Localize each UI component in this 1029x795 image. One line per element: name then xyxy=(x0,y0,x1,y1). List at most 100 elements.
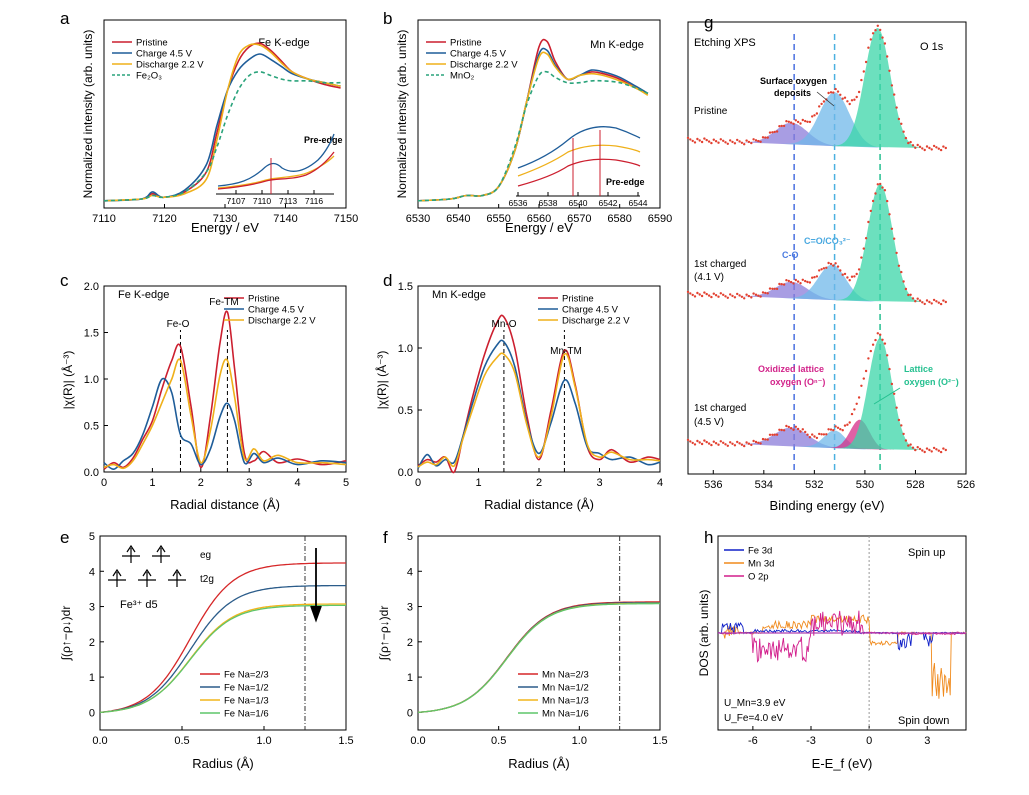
xps-data-point xyxy=(907,444,910,447)
xps-data-point xyxy=(736,138,739,142)
panel-b-inset-title: Pre-edge xyxy=(606,177,645,187)
xps-data-point xyxy=(871,199,875,203)
xps-data-point xyxy=(923,302,926,306)
y-tick-label: 0.5 xyxy=(84,421,99,433)
ann-co: C-O xyxy=(782,250,799,260)
panel-a: a Fe K-edge Energy / eV Normalized inten… xyxy=(60,9,358,235)
xps-data-point xyxy=(879,182,882,186)
xps-data-point xyxy=(738,140,741,143)
xps-data-point xyxy=(729,293,732,296)
legend-label-mn-na-1-6: Mn Na=1/6 xyxy=(542,709,589,720)
legend-label-discharge-2-2-v: Discharge 2.2 V xyxy=(450,60,518,71)
xps-data-point xyxy=(689,138,692,141)
xps-data-point xyxy=(747,140,751,144)
panel-d-ann-mno: Mn-O xyxy=(492,319,517,330)
xps-data-point xyxy=(811,115,814,118)
xps-data-point xyxy=(710,443,713,447)
ann-oxidized-2: oxygen (Oⁿ⁻) xyxy=(770,377,825,387)
xps-data-point xyxy=(752,439,755,443)
x-tick-label: 7120 xyxy=(152,213,176,225)
xps-data-point xyxy=(761,136,765,139)
xps-data-point xyxy=(932,144,936,148)
panel-h-ylabel: DOS (arb. units) xyxy=(697,590,711,677)
y-tick-label: 0.0 xyxy=(84,467,99,479)
xps-data-point xyxy=(813,435,816,438)
xps-data-point xyxy=(778,428,781,431)
xps-data-point xyxy=(902,130,905,133)
xps-data-point xyxy=(785,120,788,123)
x-tick-label: 526 xyxy=(957,479,975,491)
xps-data-point xyxy=(806,280,809,284)
xps-data-point xyxy=(874,192,877,195)
series-discharge-2-2-v xyxy=(417,51,649,202)
xps-data-point xyxy=(703,291,706,294)
x-tick-label: 7150 xyxy=(334,213,358,225)
orbital-t2g-label: t2g xyxy=(200,574,214,585)
x-tick-label: 528 xyxy=(906,479,924,491)
xps-data-point xyxy=(846,100,849,103)
xps-data-point xyxy=(696,439,699,443)
panel-d-frame xyxy=(417,285,661,473)
xps-data-point xyxy=(785,424,788,428)
spectrum-2 xyxy=(686,332,947,454)
peak-purple xyxy=(734,281,849,301)
xps-data-point xyxy=(860,384,863,387)
xps-data-point xyxy=(764,438,767,441)
xps-data-point xyxy=(693,295,697,298)
xps-data-point xyxy=(792,428,795,431)
panel-g: g Etching XPS O 1s Binding energy (eV) 5… xyxy=(686,13,975,513)
xps-data-point xyxy=(757,139,760,143)
xps-data-point xyxy=(724,443,727,446)
x-tick-label: 5 xyxy=(343,477,349,489)
xps-data-point xyxy=(935,448,938,451)
xps-data-point xyxy=(834,425,837,428)
x-tick-label: 1.0 xyxy=(572,735,587,747)
spectrum-label-45-line2: (4.5 V) xyxy=(694,417,724,428)
xps-data-point xyxy=(738,442,741,445)
xps-data-point xyxy=(808,281,812,284)
ann-lattice-pointer xyxy=(873,387,901,405)
inset-tick-label: 6536 xyxy=(509,198,528,208)
xps-data-point xyxy=(764,291,767,295)
x-tick-label: 0 xyxy=(866,735,872,747)
spectrum-label-41-line1: 1st charged xyxy=(694,259,746,270)
xps-data-point xyxy=(787,120,790,124)
panel-b-inset: Pre-edge 6536 6538 6540 6542 6544 xyxy=(509,126,648,208)
xps-data-point xyxy=(893,392,896,395)
panel-d-title: Mn K-edge xyxy=(432,289,486,301)
xps-data-point xyxy=(879,333,882,336)
legend-label-mn-na-1-3: Mn Na=1/3 xyxy=(542,696,589,707)
xps-data-point xyxy=(811,276,814,279)
xps-data-point xyxy=(731,442,734,445)
y-tick-label: 3 xyxy=(89,602,95,614)
xps-data-point xyxy=(944,146,947,150)
xps-data-point xyxy=(904,136,908,140)
inset-tick-label: 7110 xyxy=(253,196,272,206)
x-tick-label: 6590 xyxy=(648,213,672,225)
xps-data-point xyxy=(736,440,739,444)
x-tick-label: 3 xyxy=(246,477,252,489)
xps-data-point xyxy=(789,280,793,284)
xps-data-point xyxy=(893,237,896,240)
xps-data-point xyxy=(761,437,765,441)
xps-data-point xyxy=(855,402,858,405)
x-tick-label: 1 xyxy=(149,477,155,489)
xps-data-point xyxy=(935,300,938,303)
xps-data-point xyxy=(745,293,748,296)
xps-data-point xyxy=(686,438,690,442)
xps-data-point xyxy=(698,293,701,296)
xps-data-point xyxy=(796,120,800,124)
xps-data-point xyxy=(825,433,828,436)
xps-data-point xyxy=(923,148,926,152)
xps-data-point xyxy=(813,114,816,117)
xps-data-point xyxy=(864,237,868,240)
peak-lightblue xyxy=(782,264,882,302)
xps-data-point xyxy=(750,141,753,145)
xps-data-point xyxy=(939,148,943,152)
xps-data-point xyxy=(815,275,819,278)
panel-b-letter: b xyxy=(383,9,392,28)
xps-data-point xyxy=(799,122,802,125)
inset-tick-label: 7116 xyxy=(305,196,324,206)
xps-data-point xyxy=(895,406,898,409)
series-fe-na-2-3 xyxy=(99,562,346,714)
